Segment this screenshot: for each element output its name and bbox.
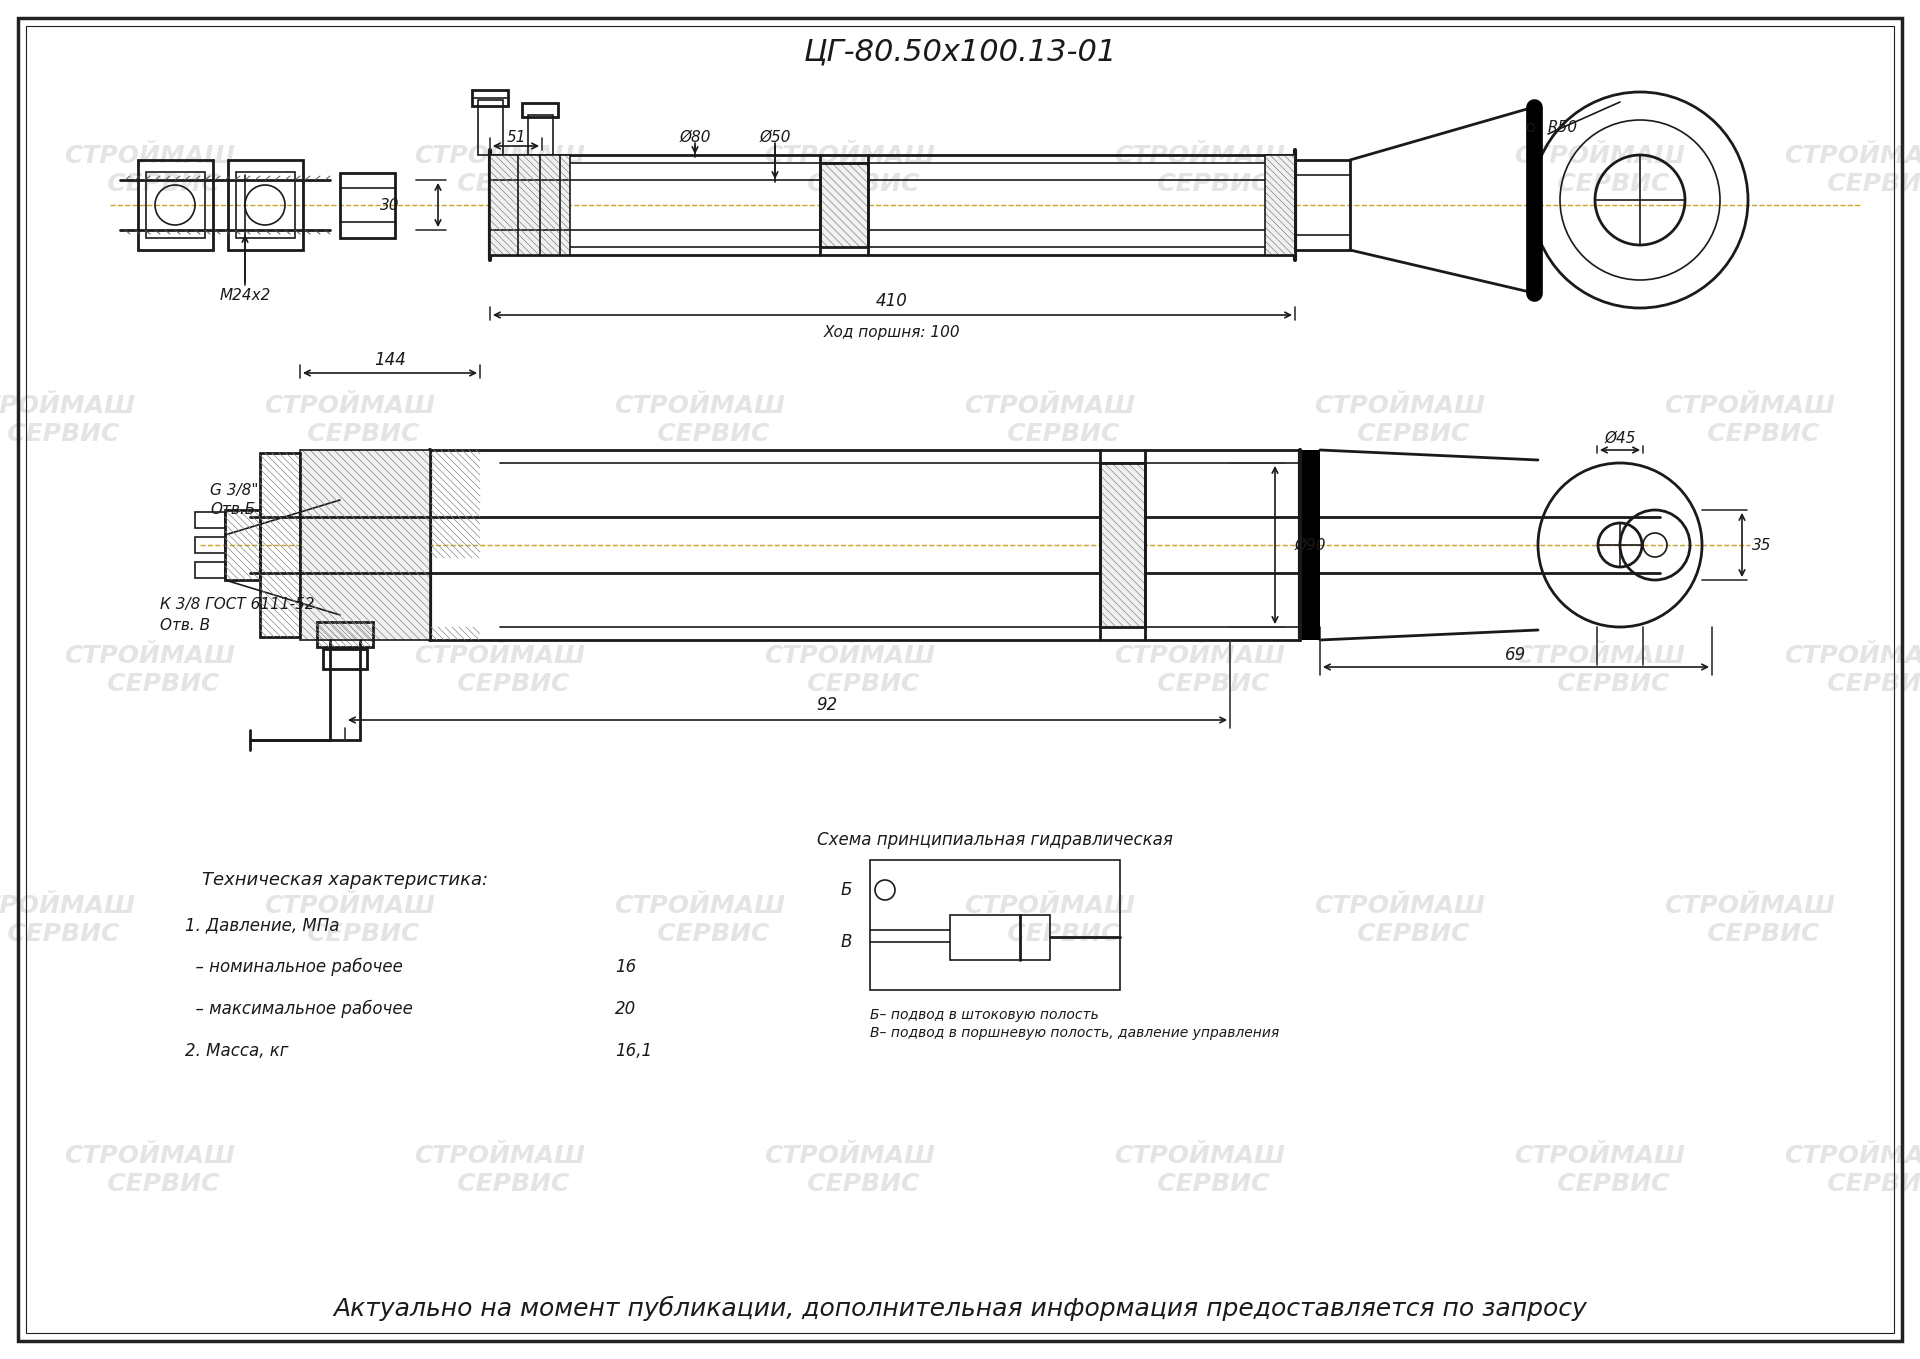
Text: – номинальное рабочее: – номинальное рабочее <box>184 958 403 976</box>
Text: СТРОЙМАШ
   СЕРВИС: СТРОЙМАШ СЕРВИС <box>1515 1144 1686 1196</box>
Text: В– подвод в поршневую полость, давление управления: В– подвод в поршневую полость, давление … <box>870 1026 1279 1040</box>
Text: В: В <box>841 934 852 951</box>
Bar <box>228 160 303 250</box>
Text: СТРОЙМАШ
   СЕРВИС: СТРОЙМАШ СЕРВИС <box>964 894 1135 946</box>
Text: Б: Б <box>841 881 852 900</box>
Bar <box>1302 450 1321 640</box>
Text: R50: R50 <box>1548 121 1578 136</box>
Bar <box>528 116 553 164</box>
Text: СТРОЙМАШ
   СЕРВИС: СТРОЙМАШ СЕРВИС <box>0 894 136 946</box>
Bar <box>300 450 430 640</box>
Text: К 3/8 ГОСТ 6111-52: К 3/8 ГОСТ 6111-52 <box>159 598 315 613</box>
Bar <box>1294 160 1350 250</box>
Text: M24x2: M24x2 <box>219 288 271 303</box>
Text: Ø80: Ø80 <box>680 129 710 144</box>
Bar <box>259 453 300 637</box>
Text: 1. Давление, МПа: 1. Давление, МПа <box>184 916 340 934</box>
Text: СТРОЙМАШ
   СЕРВИС: СТРОЙМАШ СЕРВИС <box>0 394 136 446</box>
Bar <box>820 163 868 247</box>
Bar <box>317 622 372 647</box>
Text: СТРОЙМАШ
   СЕРВИС: СТРОЙМАШ СЕРВИС <box>1784 644 1920 696</box>
Text: ЦГ-80.50х100.13-01: ЦГ-80.50х100.13-01 <box>803 38 1117 67</box>
Text: СТРОЙМАШ
   СЕРВИС: СТРОЙМАШ СЕРВИС <box>1515 144 1686 196</box>
Text: 2. Масса, кг: 2. Масса, кг <box>184 1042 288 1060</box>
Text: СТРОЙМАШ
   СЕРВИС: СТРОЙМАШ СЕРВИС <box>1114 644 1286 696</box>
Text: СТРОЙМАШ
   СЕРВИС: СТРОЙМАШ СЕРВИС <box>415 644 586 696</box>
Text: СТРОЙМАШ
   СЕРВИС: СТРОЙМАШ СЕРВИС <box>65 1144 236 1196</box>
Bar <box>196 563 225 578</box>
Text: СТРОЙМАШ
   СЕРВИС: СТРОЙМАШ СЕРВИС <box>65 144 236 196</box>
Text: – максимальное рабочее: – максимальное рабочее <box>184 1000 413 1018</box>
Bar <box>870 860 1119 989</box>
Bar <box>225 510 259 580</box>
Bar <box>478 101 503 155</box>
Text: 20: 20 <box>614 1000 636 1018</box>
Text: СТРОЙМАШ
   СЕРВИС: СТРОЙМАШ СЕРВИС <box>265 894 436 946</box>
Text: Отв.Б: Отв.Б <box>209 503 255 518</box>
Text: Ø45: Ø45 <box>1605 431 1636 446</box>
Text: Отв. В: Отв. В <box>159 617 209 632</box>
Text: СТРОЙМАШ
   СЕРВИС: СТРОЙМАШ СЕРВИС <box>265 394 436 446</box>
Text: 16,1: 16,1 <box>614 1042 653 1060</box>
Bar <box>138 160 213 250</box>
Text: 35: 35 <box>1753 538 1772 553</box>
Text: СТРОЙМАШ
   СЕРВИС: СТРОЙМАШ СЕРВИС <box>1315 894 1486 946</box>
Bar <box>340 173 396 238</box>
Text: 69: 69 <box>1505 646 1526 665</box>
Text: Схема принципиальная гидравлическая: Схема принципиальная гидравлическая <box>818 830 1173 849</box>
Text: СТРОЙМАШ
   СЕРВИС: СТРОЙМАШ СЕРВИС <box>1114 1144 1286 1196</box>
Bar <box>1265 155 1294 255</box>
Text: СТРОЙМАШ
   СЕРВИС: СТРОЙМАШ СЕРВИС <box>415 144 586 196</box>
Text: СТРОЙМАШ
   СЕРВИС: СТРОЙМАШ СЕРВИС <box>614 394 785 446</box>
Text: Б– подвод в штоковую полость: Б– подвод в штоковую полость <box>870 1008 1098 1022</box>
Text: Ход поршня: 100: Ход поршня: 100 <box>824 326 960 341</box>
Bar <box>522 103 559 117</box>
Text: Ø90: Ø90 <box>1294 538 1327 553</box>
Bar <box>1265 155 1294 255</box>
Text: G 3/8": G 3/8" <box>209 482 259 497</box>
Text: 30: 30 <box>380 197 399 212</box>
Bar <box>196 512 225 529</box>
Bar <box>820 163 868 247</box>
Text: 144: 144 <box>374 351 405 370</box>
Text: СТРОЙМАШ
   СЕРВИС: СТРОЙМАШ СЕРВИС <box>1665 894 1836 946</box>
Text: СТРОЙМАШ
   СЕРВИС: СТРОЙМАШ СЕРВИС <box>1784 144 1920 196</box>
Bar <box>236 173 296 238</box>
Bar <box>323 650 367 669</box>
Text: 410: 410 <box>876 292 908 310</box>
Text: 51: 51 <box>507 130 526 145</box>
Bar <box>300 450 430 640</box>
Text: СТРОЙМАШ
   СЕРВИС: СТРОЙМАШ СЕРВИС <box>1665 394 1836 446</box>
Text: СТРОЙМАШ
   СЕРВИС: СТРОЙМАШ СЕРВИС <box>1315 394 1486 446</box>
Bar <box>490 155 570 255</box>
Text: СТРОЙМАШ
   СЕРВИС: СТРОЙМАШ СЕРВИС <box>415 1144 586 1196</box>
Text: 92: 92 <box>816 696 837 713</box>
Bar <box>196 537 225 553</box>
Text: СТРОЙМАШ
   СЕРВИС: СТРОЙМАШ СЕРВИС <box>1784 1144 1920 1196</box>
Bar <box>490 155 570 255</box>
Text: O: O <box>1524 121 1534 135</box>
Text: СТРОЙМАШ
   СЕРВИС: СТРОЙМАШ СЕРВИС <box>764 644 935 696</box>
Bar <box>146 173 205 238</box>
Bar <box>1100 463 1144 626</box>
Text: Техническая характеристика:: Техническая характеристика: <box>202 871 488 889</box>
Text: СТРОЙМАШ
   СЕРВИС: СТРОЙМАШ СЕРВИС <box>614 894 785 946</box>
Bar <box>1100 463 1144 626</box>
Text: СТРОЙМАШ
   СЕРВИС: СТРОЙМАШ СЕРВИС <box>764 1144 935 1196</box>
Text: Актуально на момент публикации, дополнительная информация предоставляется по зап: Актуально на момент публикации, дополнит… <box>334 1295 1586 1321</box>
Text: СТРОЙМАШ
   СЕРВИС: СТРОЙМАШ СЕРВИС <box>1114 144 1286 196</box>
Bar <box>950 915 1050 959</box>
Text: СТРОЙМАШ
   СЕРВИС: СТРОЙМАШ СЕРВИС <box>65 644 236 696</box>
Text: 16: 16 <box>614 958 636 976</box>
Bar <box>472 90 509 106</box>
Text: СТРОЙМАШ
   СЕРВИС: СТРОЙМАШ СЕРВИС <box>964 394 1135 446</box>
Text: Ø50: Ø50 <box>758 129 791 144</box>
Text: СТРОЙМАШ
   СЕРВИС: СТРОЙМАШ СЕРВИС <box>1515 644 1686 696</box>
Text: СТРОЙМАШ
   СЕРВИС: СТРОЙМАШ СЕРВИС <box>764 144 935 196</box>
